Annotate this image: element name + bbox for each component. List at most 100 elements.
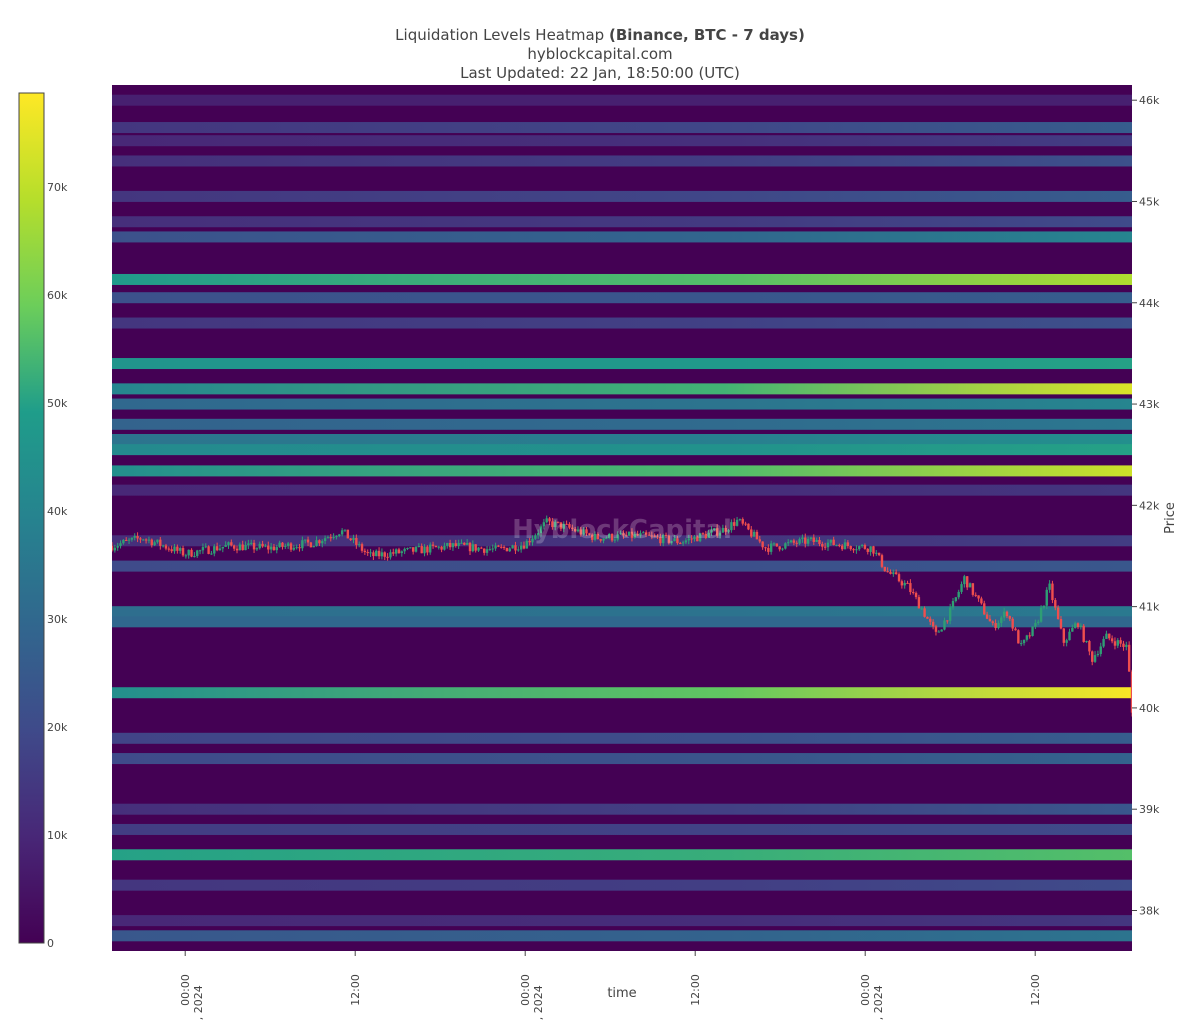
candle-body [480, 547, 483, 549]
candle-body [661, 534, 665, 544]
candle-body [991, 621, 994, 624]
candle-body [525, 540, 529, 549]
candle-body [1119, 640, 1122, 644]
liquidation-level-band [112, 317, 1132, 329]
candle-body [278, 542, 281, 548]
candle-body [929, 618, 932, 622]
colorbar-gradient [18, 92, 45, 944]
candle-body [1017, 630, 1020, 644]
candle-body [548, 518, 551, 522]
candle-body [357, 544, 361, 546]
y-tick-label: 40k [1139, 702, 1160, 715]
y-tick-label: 45k [1139, 195, 1160, 208]
candle-body [167, 548, 171, 550]
candle-body [122, 539, 125, 544]
x-tick-date-label: Jan 22, 2024 [872, 985, 885, 1020]
y-tick-label: 41k [1139, 601, 1160, 614]
candle-body [394, 549, 398, 554]
y-tick-label: 44k [1139, 297, 1160, 310]
liquidation-level-band [112, 94, 1132, 106]
candle-body [426, 546, 429, 553]
candle-body [738, 519, 742, 521]
candle-body [693, 536, 696, 540]
candle-body [468, 542, 472, 552]
candle-body [161, 545, 165, 547]
candle-body [846, 542, 850, 546]
liquidation-level-band [112, 418, 1132, 430]
candle-body [488, 549, 492, 551]
candle-body [269, 546, 273, 550]
candle-body [207, 546, 210, 554]
x-axis: 00:00 Jan 20, 2024 12:00 00:00 Jan 21, 2024 1… [179, 951, 1042, 1020]
candle-body [815, 540, 818, 542]
candle-body [409, 547, 412, 549]
candle-body [406, 547, 409, 549]
candle-body [215, 546, 219, 551]
candle-body [301, 540, 304, 549]
chart-title-block: Liquidation Levels Heatmap (Binance, BTC… [0, 26, 1200, 83]
candle-body [346, 529, 350, 539]
candle-body [636, 533, 639, 536]
candle-body [363, 550, 367, 553]
candle-body [951, 601, 955, 608]
candle-body [323, 538, 327, 542]
candle-body [619, 533, 622, 535]
liquidation-level-band [112, 358, 1132, 370]
candle-body [568, 524, 571, 528]
colorbar-tick-label: 50k [47, 397, 68, 410]
candle-body [502, 546, 506, 548]
candle-body [318, 540, 321, 544]
candle-body [840, 545, 844, 550]
heatmap-bands [112, 94, 1132, 942]
candle-body [701, 533, 705, 535]
candle-body [724, 527, 727, 532]
candle-body [906, 582, 909, 584]
candle-body [923, 608, 926, 617]
candle-body [147, 539, 151, 541]
candle-body [517, 549, 520, 551]
candle-body [218, 548, 222, 551]
candle-body [715, 528, 719, 536]
candle-body [718, 532, 722, 536]
candle-body [886, 571, 889, 573]
candle-body [414, 546, 418, 552]
candle-body [616, 534, 619, 540]
candle-body [1045, 589, 1048, 606]
candle-body [593, 533, 597, 540]
candle-body [1091, 651, 1094, 662]
y-axis: 38k 39k 40k 41k 42k 43k 44k 45k 46k [1132, 94, 1160, 917]
candle-body [210, 553, 213, 555]
x-tick-date-label: Jan 21, 2024 [532, 985, 545, 1020]
candle-body [974, 594, 977, 596]
liquidation-level-band [112, 231, 1132, 243]
candle-body [710, 530, 713, 533]
candle-body [1011, 618, 1014, 629]
watermark: HyblockCapital [512, 515, 732, 545]
candle-body [232, 545, 236, 549]
candle-body [926, 616, 929, 619]
candle-body [940, 629, 943, 632]
candle-body [971, 583, 975, 595]
candle-body [227, 542, 230, 545]
candle-body [267, 545, 270, 550]
candle-body [1088, 641, 1091, 652]
candle-body [670, 541, 673, 543]
candle-body [483, 548, 486, 553]
candle-body [937, 631, 940, 633]
candle-body [994, 623, 997, 628]
candle-body [485, 549, 489, 553]
candle-body [375, 550, 378, 557]
price-series [112, 515, 1132, 717]
candle-body [389, 552, 392, 558]
candle-body [843, 542, 847, 550]
candle-body [116, 545, 119, 548]
liquidation-level-band [112, 398, 1132, 410]
candle-body [795, 542, 798, 544]
x-tick-label: 12:00 [1029, 974, 1042, 1006]
x-tick-label: 00:00 [179, 974, 192, 1006]
liquidation-level-band [112, 383, 1132, 395]
candle-body [1079, 625, 1083, 628]
candle-body [880, 555, 884, 567]
candle-body [914, 592, 918, 598]
candle-body [369, 552, 372, 554]
